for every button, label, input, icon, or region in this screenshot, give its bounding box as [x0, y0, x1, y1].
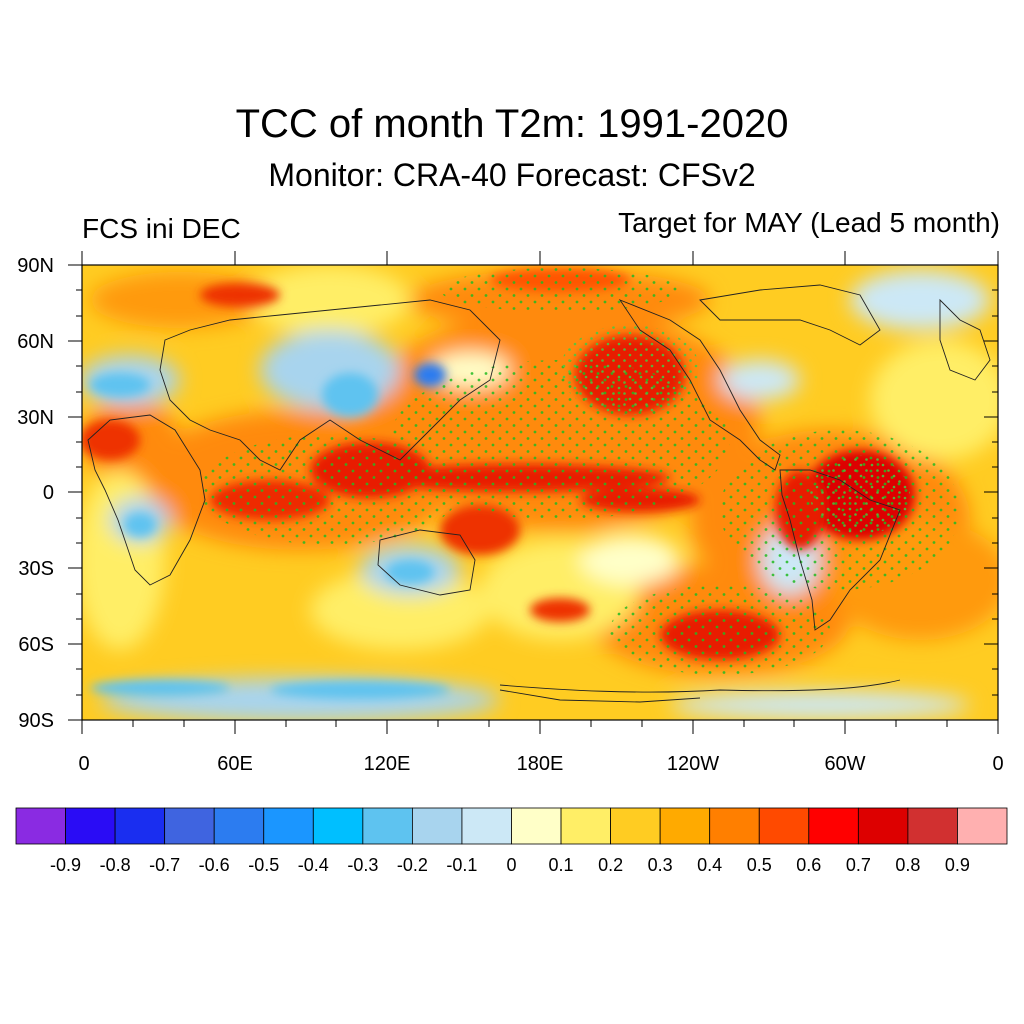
colorbar-swatch: [15, 807, 66, 845]
colorbar-label: -0.3: [347, 855, 378, 875]
colorbar-swatch: [857, 807, 909, 845]
colorbar-label: 0.2: [598, 855, 623, 875]
lon-label: 120W: [667, 753, 719, 775]
colorbar-swatch: [164, 807, 215, 845]
lat-label: 90S: [18, 710, 54, 732]
lat-label: 60S: [18, 634, 54, 656]
colorbar: -0.9 -0.8 -0.7 -0.6 -0.5 -0.4 -0.3 -0.2 -0.1 0 0.1…: [15, 807, 1008, 875]
colorbar-label: -0.2: [397, 855, 428, 875]
colorbar-swatch: [411, 807, 463, 845]
lat-label: 30N: [17, 407, 54, 429]
colorbar-swatch: [610, 807, 661, 845]
colorbar-swatch: [758, 807, 810, 845]
colorbar-label: -0.9: [50, 855, 81, 875]
colorbar-swatch: [709, 807, 760, 845]
lon-label: 60E: [217, 753, 253, 775]
lat-label: 30S: [18, 558, 54, 580]
lon-label: 180E: [517, 753, 564, 775]
colorbar-label: 0.6: [796, 855, 821, 875]
colorbar-label: 0.8: [895, 855, 920, 875]
axis-ticks: [68, 251, 999, 734]
colorbar-label: 0.5: [747, 855, 772, 875]
colorbar-label: -0.7: [149, 855, 180, 875]
colorbar-label: 0.3: [648, 855, 673, 875]
figure-subtitle: Monitor: CRA-40 Forecast: CFSv2: [268, 157, 756, 193]
colorbar-label: -0.5: [248, 855, 279, 875]
colorbar-swatch: [957, 807, 1008, 845]
colorbar-swatch: [65, 807, 116, 845]
latitude-labels: 90N 60N 30N 0 30S 60S 90S: [17, 255, 54, 732]
colorbar-swatch: [808, 807, 859, 845]
colorbar-swatch: [213, 807, 265, 845]
colorbar-swatch: [362, 807, 413, 845]
colorbar-label: 0.9: [945, 855, 970, 875]
colorbar-label: 0.7: [846, 855, 871, 875]
target-label: Target for MAY (Lead 5 month): [618, 207, 1000, 238]
colorbar-swatch: [461, 807, 512, 845]
colorbar-swatch: [560, 807, 611, 845]
lon-label: 120E: [364, 753, 411, 775]
colorbar-label: -0.4: [298, 855, 329, 875]
lon-label: 60W: [824, 753, 865, 775]
colorbar-swatch: [511, 807, 562, 845]
figure-title: TCC of month T2m: 1991-2020: [235, 102, 789, 146]
colorbar-label: 0.1: [549, 855, 574, 875]
colorbar-label: -0.8: [100, 855, 131, 875]
forecast-init-label: FCS ini DEC: [82, 213, 241, 244]
colorbar-label: 0.4: [697, 855, 722, 875]
longitude-labels: 0 60E 120E 180E 120W 60W 0: [78, 753, 1003, 775]
colorbar-swatch: [907, 807, 958, 845]
colorbar-swatch: [114, 807, 166, 845]
lon-label: 0: [78, 753, 89, 775]
colorbar-label: -0.1: [446, 855, 477, 875]
colorbar-label: 0: [506, 855, 516, 875]
lon-label: 0: [992, 753, 1003, 775]
lat-label: 0: [43, 482, 54, 504]
colorbar-label: -0.6: [199, 855, 230, 875]
correlation-field: [82, 265, 998, 720]
lat-label: 60N: [17, 331, 54, 353]
colorbar-swatch: [312, 807, 364, 845]
colorbar-swatch: [263, 807, 314, 845]
coastlines: [87, 284, 991, 703]
lat-label: 90N: [17, 255, 54, 277]
colorbar-swatch: [659, 807, 711, 845]
